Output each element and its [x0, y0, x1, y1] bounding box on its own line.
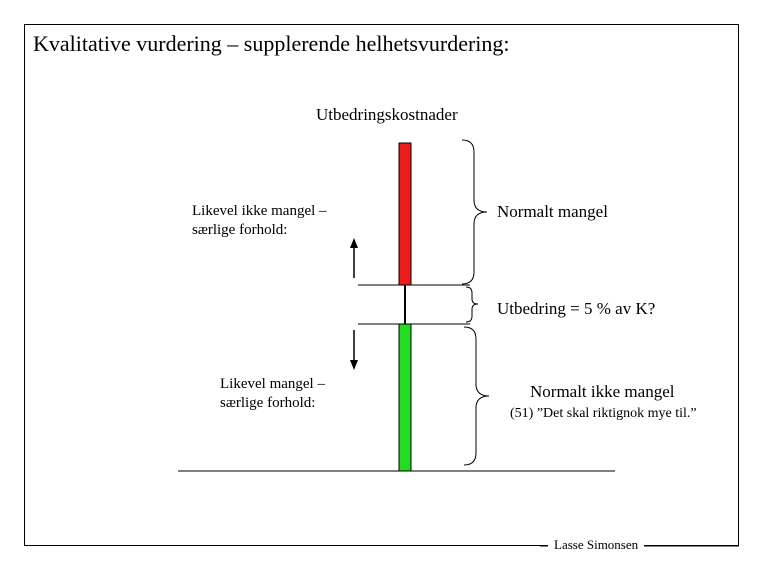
- author-footer: Lasse Simonsen: [548, 537, 645, 553]
- axis-label: Utbedringskostnader: [316, 105, 458, 124]
- up-arrow-label-line1: Likevel ikke mangel –: [192, 203, 327, 219]
- up-arrow-icon: [350, 238, 358, 278]
- down-arrow-label-line1: Likevel mangel –: [220, 376, 325, 392]
- brace-normalt-ikke-mangel: [463, 326, 490, 466]
- up-arrow-label-line2: særlige forhold:: [192, 221, 288, 238]
- upper-bar-red: [398, 142, 412, 286]
- down-arrow-label-line2: særlige forhold:: [220, 394, 316, 411]
- down-arrow-icon: [350, 330, 358, 370]
- bracket-label-normalt-mangel: Normalt mangel: [497, 202, 608, 221]
- down-arrow-label: Likevel mangel – særlige forhold:: [220, 375, 325, 413]
- slide-title: Kvalitative vurdering – supplerende helh…: [33, 31, 510, 56]
- bracket-label-utbedring: Utbedring = 5 % av K?: [497, 299, 656, 318]
- lower-bar-green: [398, 323, 412, 472]
- brace-normalt-mangel: [461, 139, 488, 285]
- bracket-note-quote: (51) ”Det skal riktignok mye til.”: [510, 406, 697, 421]
- up-arrow-label: Likevel ikke mangel – særlige forhold:: [192, 202, 327, 240]
- brace-utbedring: [465, 286, 479, 323]
- bracket-label-normalt-ikke-mangel: Normalt ikke mangel: [530, 382, 675, 401]
